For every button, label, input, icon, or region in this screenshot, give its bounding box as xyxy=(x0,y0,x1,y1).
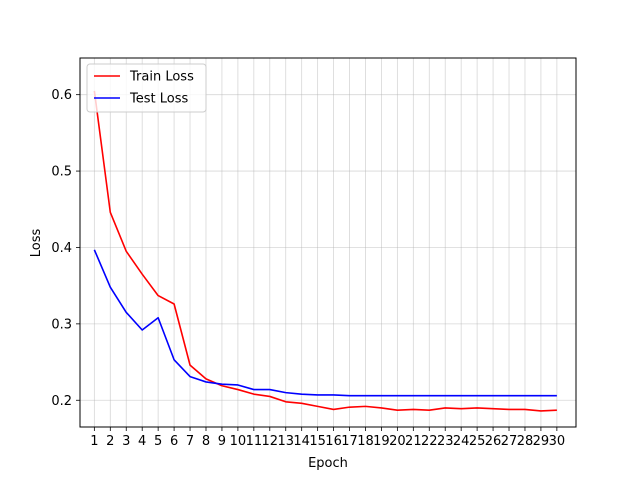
x-tick-label: 6 xyxy=(170,434,178,449)
legend-label: Train Loss xyxy=(129,70,194,85)
y-tick-label: 0.6 xyxy=(51,88,72,103)
x-tick-label: 22 xyxy=(421,434,438,449)
x-tick-label: 8 xyxy=(202,434,210,449)
y-tick-label: 0.2 xyxy=(51,394,72,409)
plot-frame xyxy=(79,57,577,428)
x-axis-label: Epoch xyxy=(308,456,348,471)
x-tick-label: 14 xyxy=(293,434,310,449)
y-axis-label: Loss xyxy=(29,229,44,258)
x-tick-label: 23 xyxy=(437,434,454,449)
y-tick-label: 0.5 xyxy=(51,165,72,180)
y-tick-label: 0.3 xyxy=(51,317,72,332)
legend-label: Test Loss xyxy=(129,92,188,107)
x-tick-label: 2 xyxy=(106,434,114,449)
x-tick-label: 21 xyxy=(405,434,422,449)
x-tick-label: 11 xyxy=(246,434,263,449)
x-tick-label: 7 xyxy=(186,434,194,449)
x-tick-label: 17 xyxy=(341,434,358,449)
y-axis-ticks: 0.2 0.3 0.4 0.5 0.6 xyxy=(51,88,80,409)
x-tick-label: 30 xyxy=(549,434,566,449)
x-tick-label: 20 xyxy=(389,434,406,449)
series-line-test-loss xyxy=(93,249,557,397)
x-tick-label: 1 xyxy=(90,434,98,449)
x-tick-label: 9 xyxy=(218,434,226,449)
x-tick-label: 16 xyxy=(325,434,342,449)
x-tick-label: 28 xyxy=(517,434,534,449)
x-tick-label: 5 xyxy=(154,434,162,449)
series-lines xyxy=(93,90,557,412)
x-tick-label: 4 xyxy=(138,434,146,449)
y-tick-label: 0.4 xyxy=(51,241,72,256)
x-axis-ticks: 1 2 3 4 5 6 7 8 9 10 11 12 13 14 15 16 17 18 19 20 21 22 23 24 2… xyxy=(90,427,565,449)
x-tick-label: 29 xyxy=(533,434,550,449)
x-tick-label: 24 xyxy=(453,434,470,449)
x-tick-label: 18 xyxy=(357,434,374,449)
x-tick-label: 25 xyxy=(469,434,486,449)
series-line-train-loss xyxy=(93,90,557,412)
grid xyxy=(80,58,576,427)
x-tick-label: 15 xyxy=(309,434,326,449)
x-tick-label: 10 xyxy=(230,434,247,449)
x-tick-label: 27 xyxy=(501,434,518,449)
x-tick-label: 26 xyxy=(485,434,502,449)
x-tick-label: 3 xyxy=(122,434,130,449)
x-tick-label: 19 xyxy=(373,434,390,449)
x-tick-label: 12 xyxy=(262,434,279,449)
legend: Train Loss Test Loss xyxy=(86,63,207,113)
x-tick-label: 13 xyxy=(277,434,294,449)
